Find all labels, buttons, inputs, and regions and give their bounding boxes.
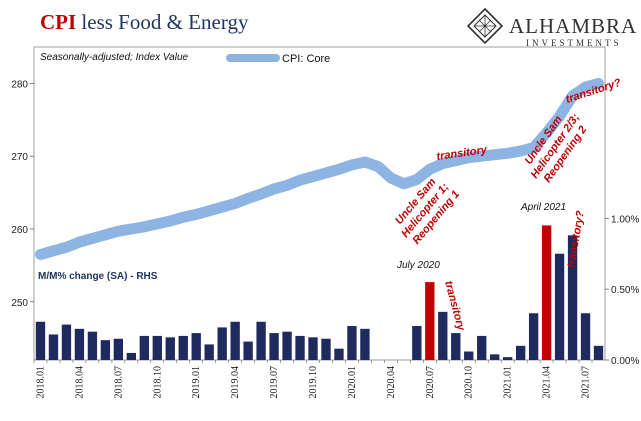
bar-2019.06	[256, 321, 266, 360]
bar-2019.03	[217, 327, 227, 360]
bar-2021.07	[580, 313, 591, 360]
bar-2021.06	[567, 235, 578, 360]
annot-april-2021: April 2021	[520, 202, 566, 213]
bar-2019.05	[243, 341, 253, 360]
bar-2020.07	[425, 282, 435, 360]
bar-2021.02	[515, 345, 526, 360]
cpi-core-line	[35, 77, 604, 260]
bar-2021.04	[541, 225, 552, 360]
bar-2019.07	[269, 333, 279, 360]
bar-2018.11	[165, 337, 175, 360]
bar-2018.12	[178, 335, 188, 360]
bar-2020.10	[464, 351, 474, 360]
x-tick-label: 2019.07	[269, 366, 280, 399]
right-tick-label: 0.50%	[611, 285, 639, 296]
bar-2020.12	[490, 354, 500, 360]
bar-2018.03	[61, 324, 72, 360]
bar-2020.11	[477, 335, 487, 360]
bar-2019.12	[334, 348, 344, 360]
left-tick-label: 270	[11, 152, 28, 163]
x-tick-label: 2018.07	[113, 366, 124, 399]
x-tick-label: 2021.07	[581, 366, 592, 399]
bar-series	[35, 225, 604, 360]
bar-2020.01	[347, 326, 357, 360]
x-tick-label: 2019.01	[191, 366, 202, 399]
x-tick-label: 2019.04	[230, 366, 241, 399]
x-tick-label: 2020.04	[386, 366, 397, 399]
legend-label: CPI: Core	[282, 53, 330, 65]
annot-july-2020: July 2020	[396, 260, 440, 271]
bar-2020.06	[412, 326, 422, 360]
right-tick-label: 0.00%	[611, 356, 639, 367]
brand-logo: ALHAMBRA INVESTMENTS	[466, 7, 637, 48]
x-tick-label: 2020.10	[464, 366, 475, 399]
bar-2019.04	[230, 321, 240, 360]
x-tick-label: 2018.01	[35, 366, 46, 399]
left-tick-label: 280	[11, 79, 28, 90]
bar-2021.05	[554, 253, 565, 360]
bar-2018.08	[126, 352, 137, 360]
x-tick-label: 2021.04	[542, 366, 553, 399]
x-tick-label: 2018.04	[74, 366, 85, 399]
x-tick-label: 2018.10	[152, 366, 163, 399]
x-tick-label: 2020.01	[347, 366, 358, 399]
bar-2018.02	[48, 334, 59, 360]
bar-2018.01	[35, 321, 46, 360]
x-tick-label: 2019.10	[308, 366, 319, 399]
left-axis: 250 260 270 280	[11, 79, 34, 309]
bar-2018.07	[113, 338, 124, 360]
bar-2020.09	[451, 333, 461, 360]
x-tick-label: 2021.01	[503, 366, 514, 399]
bar-2019.01	[191, 333, 201, 360]
rhs-label: M/M% change (SA) - RHS	[38, 271, 158, 282]
bar-2021.03	[528, 313, 539, 360]
chart-title: CPI less Food & Energy	[40, 10, 249, 34]
bar-2018.06	[100, 340, 111, 360]
bar-2018.09	[139, 335, 149, 360]
title-highlight: CPI	[40, 10, 76, 34]
diamond-logo-icon	[466, 7, 504, 45]
plot-frame	[33, 46, 606, 361]
right-axis: 0.00% 0.50% 1.00%	[605, 214, 639, 367]
brand-sub: INVESTMENTS	[526, 38, 622, 48]
bar-2019.08	[282, 331, 292, 360]
brand-name: ALHAMBRA	[509, 14, 637, 38]
left-tick-label: 260	[11, 225, 28, 236]
bar-2018.04	[74, 328, 85, 360]
x-tick-label: 2020.07	[425, 366, 436, 399]
bar-2021.08	[593, 345, 604, 360]
x-axis: 2018.01 2018.04 2018.07 2018.10 2019.01 2019.…	[33, 360, 593, 399]
legend: CPI: Core	[226, 53, 330, 65]
right-tick-label: 1.00%	[611, 214, 639, 225]
bar-2019.09	[295, 335, 305, 360]
title-rest: less Food & Energy	[76, 10, 249, 34]
bar-2019.02	[204, 344, 214, 360]
bar-2020.02	[360, 328, 370, 360]
line-series	[35, 77, 604, 260]
bar-2020.08	[438, 311, 448, 360]
bar-2019.11	[321, 338, 331, 360]
bar-2019.10	[308, 337, 318, 360]
bar-2018.10	[152, 335, 162, 360]
left-tick-label: 250	[11, 298, 28, 309]
seasonal-note: Seasonally-adjusted; Index Value	[40, 52, 189, 63]
bar-2021.01	[502, 357, 513, 360]
bar-2018.05	[87, 331, 98, 360]
